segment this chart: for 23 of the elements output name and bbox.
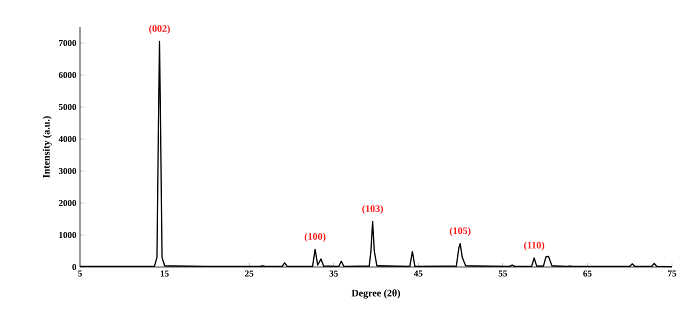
x-tick-label: 15 xyxy=(160,270,169,277)
annotation: (110) xyxy=(524,241,544,251)
y-tick-label: 0 xyxy=(72,264,76,270)
x-tick-label: 75 xyxy=(668,270,676,276)
x-tick-label: 45 xyxy=(414,270,422,277)
annotation: (100) xyxy=(304,232,326,242)
annotation: (002) xyxy=(149,24,170,34)
y-tick-label: 3000 xyxy=(58,168,76,174)
x-tick-label: 55 xyxy=(498,270,508,276)
annotation: (103) xyxy=(362,204,383,214)
x-tick-label: 5 xyxy=(78,270,82,276)
x-tick-label: 65 xyxy=(583,270,592,277)
x-axis-title: Degree (2θ) xyxy=(352,289,400,299)
y-tick-label: 7000 xyxy=(59,40,76,46)
y-tick-label: 2000 xyxy=(58,200,76,206)
y-tick-label: 5000 xyxy=(58,104,76,110)
x-tick-label: 35 xyxy=(330,270,338,277)
y-axis-title: Intensity (a.u.) xyxy=(42,116,52,178)
y-tick-label: 1000 xyxy=(59,232,76,238)
y-tick-label: 4000 xyxy=(58,136,76,142)
x-tick-label: 25 xyxy=(245,270,254,277)
annotation: (105) xyxy=(450,227,470,236)
y-tick-label: 6000 xyxy=(58,72,76,78)
